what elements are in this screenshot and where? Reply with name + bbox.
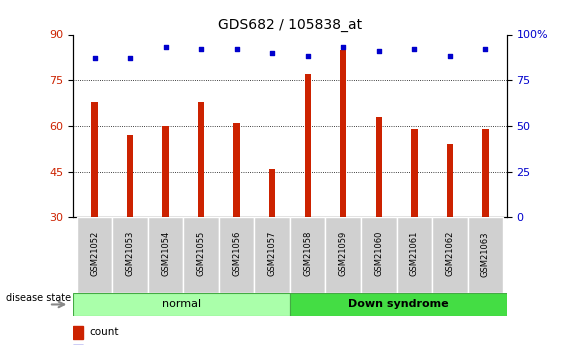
Text: GSM21062: GSM21062: [445, 231, 454, 276]
Point: [232, 46, 241, 52]
Text: GSM21056: GSM21056: [232, 231, 241, 276]
FancyBboxPatch shape: [77, 217, 112, 293]
Bar: [411, 129, 418, 217]
FancyBboxPatch shape: [219, 217, 254, 293]
Point: [339, 45, 348, 50]
Title: GDS682 / 105838_at: GDS682 / 105838_at: [218, 18, 362, 32]
Point: [374, 48, 383, 54]
FancyBboxPatch shape: [112, 217, 148, 293]
Point: [410, 46, 419, 52]
Bar: [91, 101, 98, 217]
Bar: [234, 123, 240, 217]
FancyBboxPatch shape: [432, 217, 468, 293]
Bar: [269, 169, 275, 217]
Text: count: count: [90, 327, 119, 337]
Point: [481, 46, 490, 52]
Bar: [198, 101, 204, 217]
Text: normal: normal: [162, 299, 201, 309]
Text: disease state: disease state: [6, 293, 71, 303]
Text: GSM21053: GSM21053: [126, 231, 135, 276]
Point: [126, 56, 135, 61]
FancyBboxPatch shape: [468, 217, 503, 293]
Bar: [305, 74, 311, 217]
Text: GSM21057: GSM21057: [267, 231, 276, 276]
FancyBboxPatch shape: [148, 217, 184, 293]
Text: GSM21055: GSM21055: [196, 231, 205, 276]
Text: Down syndrome: Down syndrome: [348, 299, 449, 309]
Text: GSM21060: GSM21060: [374, 231, 383, 276]
Point: [445, 54, 454, 59]
Bar: [73, 293, 290, 316]
FancyBboxPatch shape: [290, 217, 325, 293]
Point: [90, 56, 99, 61]
FancyBboxPatch shape: [254, 217, 290, 293]
Point: [196, 46, 205, 52]
Point: [267, 50, 276, 56]
Bar: [290, 293, 507, 316]
Text: GSM21063: GSM21063: [481, 231, 490, 277]
Text: GSM21052: GSM21052: [90, 231, 99, 276]
Bar: [446, 144, 453, 217]
Bar: [127, 135, 133, 217]
Text: GSM21054: GSM21054: [161, 231, 170, 276]
FancyBboxPatch shape: [396, 217, 432, 293]
Bar: [73, 326, 83, 338]
Text: GSM21059: GSM21059: [339, 231, 348, 276]
Bar: [482, 129, 489, 217]
Point: [303, 54, 312, 59]
Bar: [376, 117, 382, 217]
Text: GSM21058: GSM21058: [303, 231, 312, 276]
Text: GSM21061: GSM21061: [410, 231, 419, 276]
Bar: [340, 50, 346, 217]
Point: [161, 45, 170, 50]
Bar: [162, 126, 169, 217]
FancyBboxPatch shape: [184, 217, 219, 293]
FancyBboxPatch shape: [325, 217, 361, 293]
FancyBboxPatch shape: [361, 217, 396, 293]
